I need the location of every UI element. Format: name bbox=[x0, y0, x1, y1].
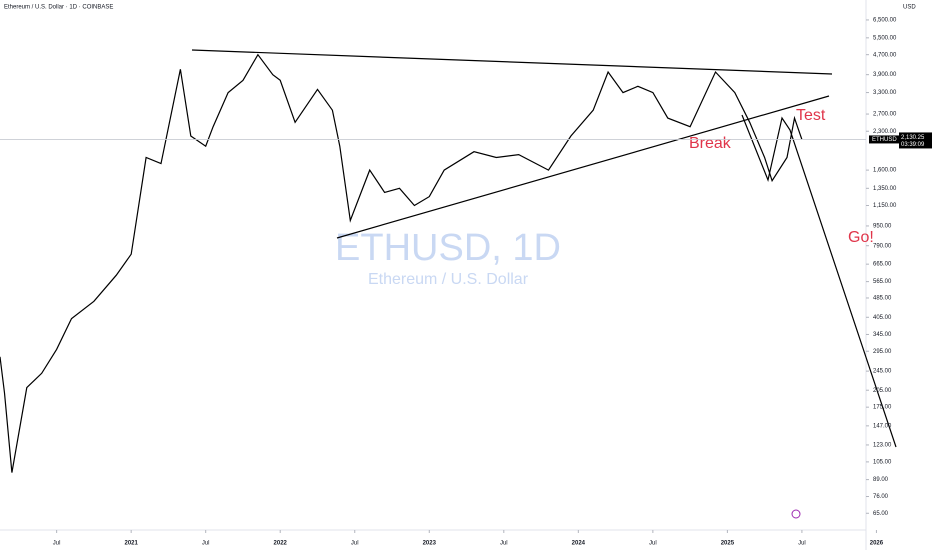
watermark: ETHUSD, 1D bbox=[335, 227, 561, 269]
y-tick-label: 950.00 bbox=[873, 224, 892, 230]
y-tick-label: 147.00 bbox=[873, 423, 892, 429]
y-tick-label: 3,900.00 bbox=[873, 72, 897, 78]
x-tick-label: Jul bbox=[500, 541, 508, 547]
x-tick-label: 2023 bbox=[423, 541, 437, 547]
y-tick-label: 65.00 bbox=[873, 511, 889, 517]
y-tick-label: 345.00 bbox=[873, 332, 892, 338]
annotation: Test bbox=[796, 107, 826, 124]
y-tick-label: 405.00 bbox=[873, 315, 892, 321]
x-tick-label: 2025 bbox=[721, 541, 735, 547]
y-tick-label: 295.00 bbox=[873, 349, 892, 355]
y-tick-label: 565.00 bbox=[873, 279, 892, 285]
price-line bbox=[0, 53, 803, 473]
x-tick-label: Jul bbox=[351, 541, 359, 547]
y-tick-label: 790.00 bbox=[873, 243, 892, 249]
y-tick-label: 6,500.00 bbox=[873, 18, 897, 24]
y-tick-label: 205.00 bbox=[873, 388, 892, 394]
x-tick-label: 2026 bbox=[870, 541, 884, 547]
y-tick-label: 1,350.00 bbox=[873, 186, 897, 192]
annotation: Break bbox=[689, 135, 732, 152]
y-tick-label: 3,300.00 bbox=[873, 90, 897, 96]
x-tick-label: Jul bbox=[53, 541, 61, 547]
y-tick-label: 89.00 bbox=[873, 477, 889, 483]
y-tick-label: 245.00 bbox=[873, 369, 892, 375]
x-tick-label: 2022 bbox=[274, 541, 288, 547]
resistance-line bbox=[191, 49, 833, 75]
y-tick-label: 76.00 bbox=[873, 494, 889, 500]
x-tick-label: Jul bbox=[798, 541, 806, 547]
x-tick-label: Jul bbox=[649, 541, 657, 547]
y-tick-label: 1,600.00 bbox=[873, 168, 897, 174]
y-tick-label: 4,700.00 bbox=[873, 52, 897, 58]
countdown: 03:39:09 bbox=[901, 142, 925, 148]
y-tick-label: 1,150.00 bbox=[873, 203, 897, 209]
y-tick-label: 665.00 bbox=[873, 262, 892, 268]
currency: USD bbox=[903, 5, 916, 11]
y-tick-label: 485.00 bbox=[873, 296, 892, 302]
y-tick-label: 175.00 bbox=[873, 405, 892, 411]
symbol-tag bbox=[869, 135, 899, 144]
annotation: Go! bbox=[848, 229, 874, 246]
projection-path bbox=[741, 114, 897, 448]
price-tag bbox=[899, 132, 932, 149]
y-tick-label: 5,500.00 bbox=[873, 35, 897, 41]
y-tick-label: 105.00 bbox=[873, 459, 892, 465]
y-tick-label: 2,700.00 bbox=[873, 112, 897, 118]
last-price: 2,130.25 bbox=[901, 135, 925, 141]
x-tick-label: 2021 bbox=[124, 541, 138, 547]
x-tick-label: Jul bbox=[202, 541, 210, 547]
watermark-subtitle: Ethereum / U.S. Dollar bbox=[368, 271, 529, 288]
symbol: ETHUSD bbox=[872, 137, 897, 143]
y-tick-label: 2,300.00 bbox=[873, 129, 897, 135]
header: Ethereum / U.S. Dollar · 1D · COINBASE bbox=[4, 5, 113, 11]
event-icon[interactable] bbox=[791, 509, 801, 519]
y-tick-label: 123.00 bbox=[873, 443, 892, 449]
x-tick-label: 2024 bbox=[572, 541, 586, 547]
support-line bbox=[336, 95, 830, 239]
